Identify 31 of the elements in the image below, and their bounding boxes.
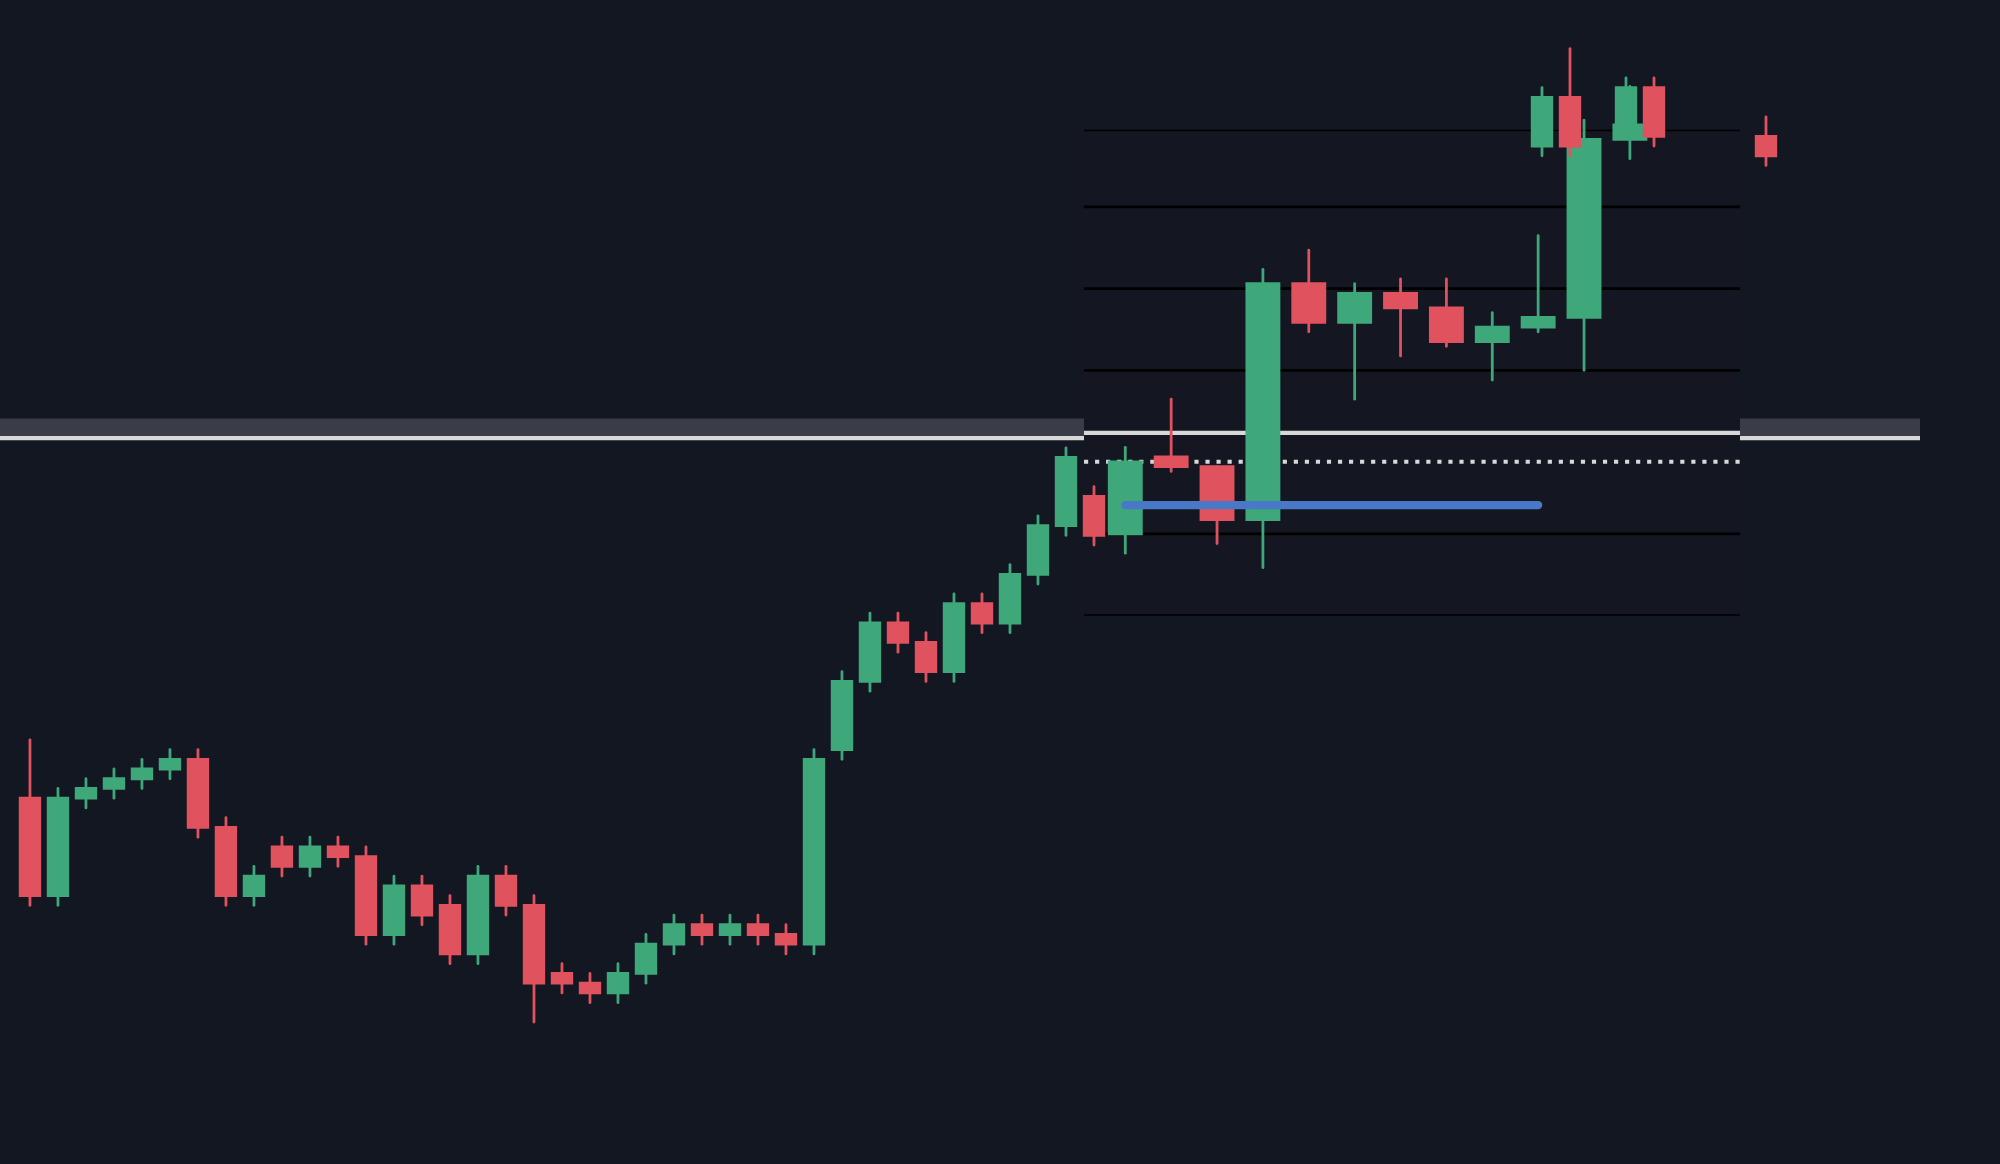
candlestick	[1337, 282, 1373, 401]
candlestick	[1082, 485, 1106, 547]
candlestick	[494, 864, 518, 917]
candlestick	[634, 933, 658, 985]
candlestick	[130, 757, 154, 790]
candlestick	[1474, 311, 1510, 382]
candlestick	[410, 874, 434, 927]
candlestick	[298, 835, 322, 878]
candlestick	[270, 835, 294, 878]
candlestick	[1383, 277, 1418, 358]
candlestick	[1428, 277, 1464, 348]
candlestick	[74, 777, 98, 810]
candlestick	[970, 592, 994, 635]
candlestick	[690, 913, 714, 946]
candlestick	[326, 835, 350, 868]
candlestick	[746, 913, 770, 946]
candlestick	[1291, 248, 1327, 334]
candlestick	[718, 913, 742, 946]
candlestick	[914, 631, 938, 683]
candlestick	[550, 962, 574, 995]
candlestick	[158, 748, 182, 781]
candlestick	[578, 972, 602, 1005]
candlestick	[102, 767, 126, 800]
candlestick	[662, 913, 686, 956]
candlestick	[886, 611, 910, 654]
candlestick	[242, 864, 266, 907]
candlestick	[774, 923, 798, 956]
candlestick	[1153, 397, 1189, 473]
candlestick	[1520, 234, 1556, 334]
candlestick	[1754, 115, 1778, 167]
candlestick	[606, 962, 630, 1005]
